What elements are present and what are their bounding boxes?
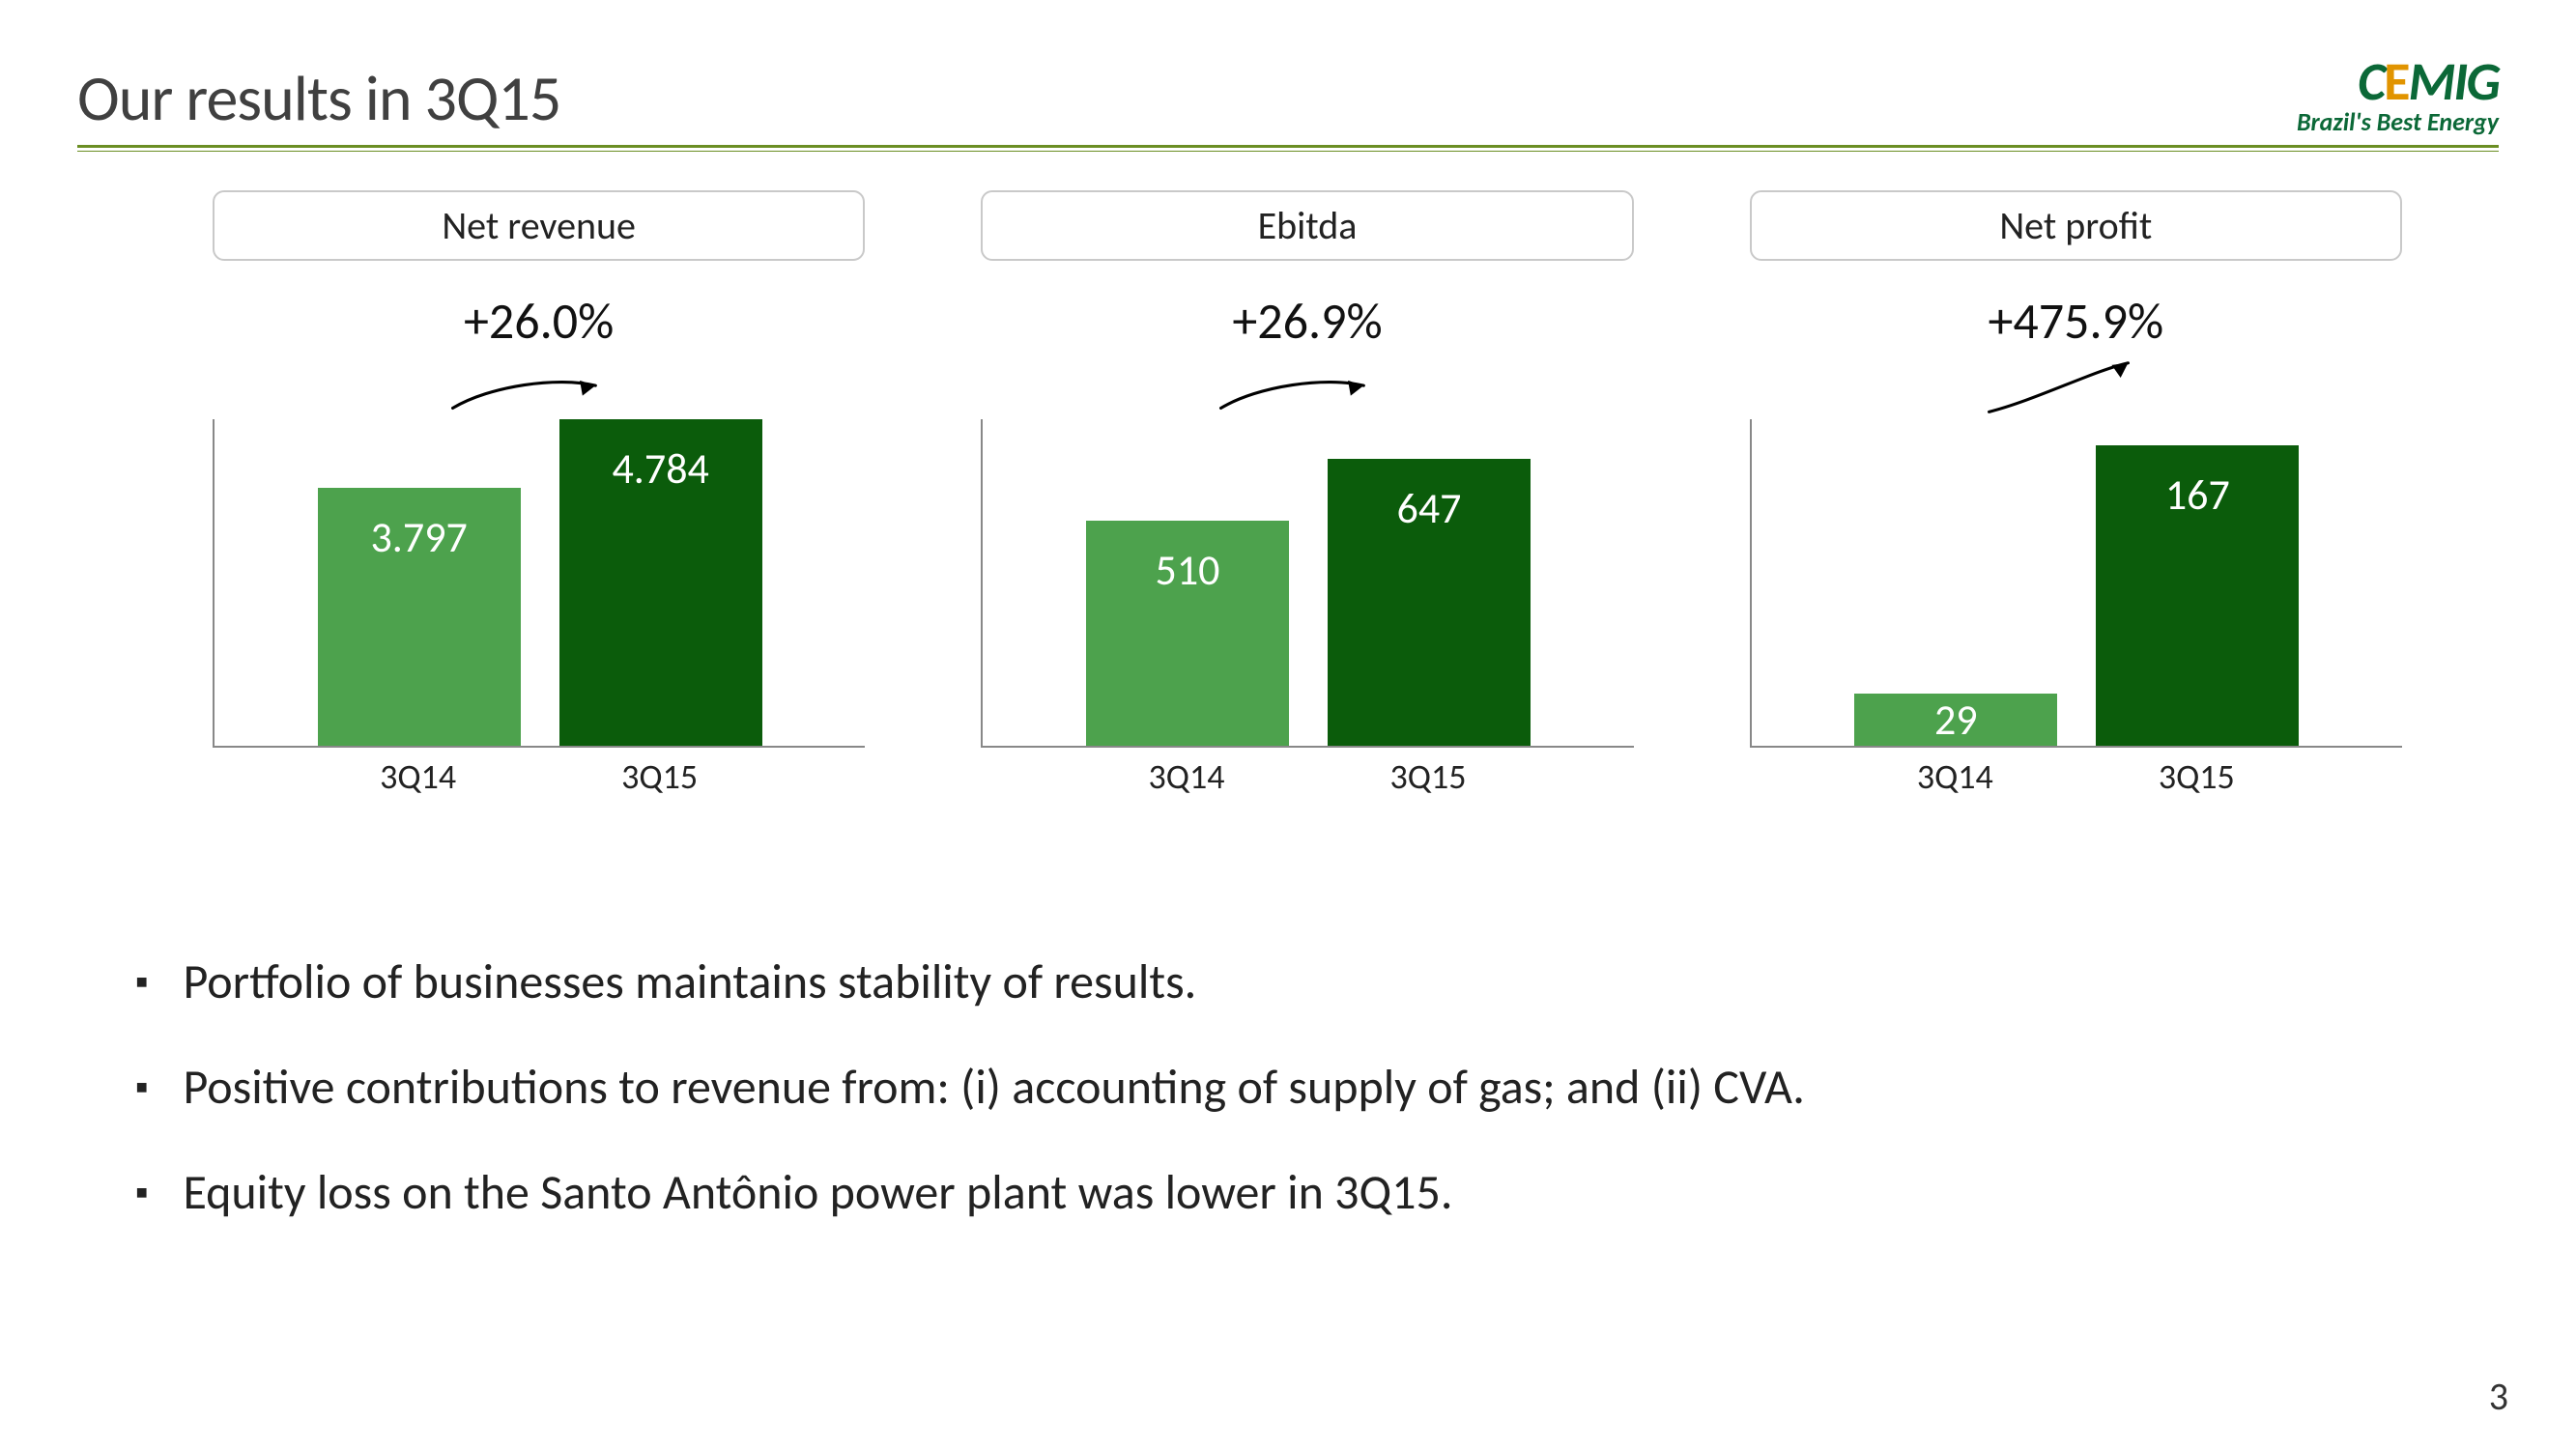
- chart-group: Ebitda +26.9% 510 647 3Q14 3Q15: [981, 190, 1633, 798]
- chart-label: Net profit: [1750, 190, 2402, 261]
- chart-group: Net profit +475.9% 29 167 3Q14 3Q15: [1750, 190, 2402, 798]
- bullet-item: Portfolio of businesses maintains stabil…: [135, 952, 2441, 1011]
- growth-percentage: +26.0%: [464, 290, 614, 352]
- x-tick-label: 3Q14: [1853, 755, 2056, 798]
- bullet-list: Portfolio of businesses maintains stabil…: [77, 952, 2499, 1222]
- bar-value: 510: [1156, 544, 1220, 596]
- bar-value: 647: [1397, 482, 1462, 534]
- x-axis: 3Q14 3Q15: [213, 748, 865, 798]
- x-axis: 3Q14 3Q15: [981, 748, 1633, 798]
- bar-value: 3.797: [371, 511, 468, 563]
- chart-group: Net revenue +26.0% 3.797 4.784 3Q14 3Q15: [213, 190, 865, 798]
- x-tick-label: 3Q14: [317, 755, 520, 798]
- bar: 29: [1854, 694, 2057, 746]
- bar-value: 29: [1934, 694, 1978, 746]
- page-title: Our results in 3Q15: [77, 59, 560, 137]
- growth-arrow-icon: [418, 355, 660, 413]
- bullet-text: Portfolio of businesses maintains stabil…: [183, 952, 1196, 1011]
- header-row: Our results in 3Q15 CEMIG Brazil's Best …: [77, 58, 2499, 137]
- growth-percentage: +475.9%: [1989, 290, 2164, 352]
- bar-chart: 510 647: [981, 419, 1633, 748]
- x-tick-label: 3Q15: [558, 755, 761, 798]
- title-underline: [77, 145, 2499, 152]
- page-number: 3: [2489, 1373, 2508, 1420]
- bar: 510: [1086, 521, 1289, 746]
- bar: 167: [2096, 445, 2299, 746]
- x-tick-label: 3Q15: [2095, 755, 2298, 798]
- growth-arrow-icon: [1187, 355, 1428, 413]
- bullet-item: Positive contributions to revenue from: …: [135, 1058, 2441, 1117]
- logo: CEMIG Brazil's Best Energy: [2297, 58, 2499, 137]
- slide: Our results in 3Q15 CEMIG Brazil's Best …: [0, 0, 2576, 1449]
- bar-chart: 29 167: [1750, 419, 2402, 748]
- x-axis: 3Q14 3Q15: [1750, 748, 2402, 798]
- growth-arrow-icon: [1955, 355, 2196, 413]
- bullet-text: Equity loss on the Santo Antônio power p…: [183, 1163, 1452, 1222]
- x-tick-label: 3Q14: [1085, 755, 1288, 798]
- chart-label: Ebitda: [981, 190, 1633, 261]
- logo-wordmark: CEMIG: [2297, 58, 2499, 106]
- logo-tagline: Brazil's Best Energy: [2297, 106, 2499, 137]
- growth-percentage: +26.9%: [1232, 290, 1382, 352]
- bar-chart: 3.797 4.784: [213, 419, 865, 748]
- chart-label: Net revenue: [213, 190, 865, 261]
- bar: 647: [1328, 459, 1531, 746]
- bar: 4.784: [559, 419, 762, 746]
- bullet-item: Equity loss on the Santo Antônio power p…: [135, 1163, 2441, 1222]
- bullet-text: Positive contributions to revenue from: …: [183, 1058, 1804, 1117]
- charts-row: Net revenue+26.0%3.7974.7843Q143Q15Ebitd…: [77, 190, 2499, 798]
- x-tick-label: 3Q15: [1327, 755, 1530, 798]
- bar: 3.797: [318, 488, 521, 746]
- bar-value: 4.784: [613, 442, 709, 495]
- bar-value: 167: [2165, 469, 2230, 521]
